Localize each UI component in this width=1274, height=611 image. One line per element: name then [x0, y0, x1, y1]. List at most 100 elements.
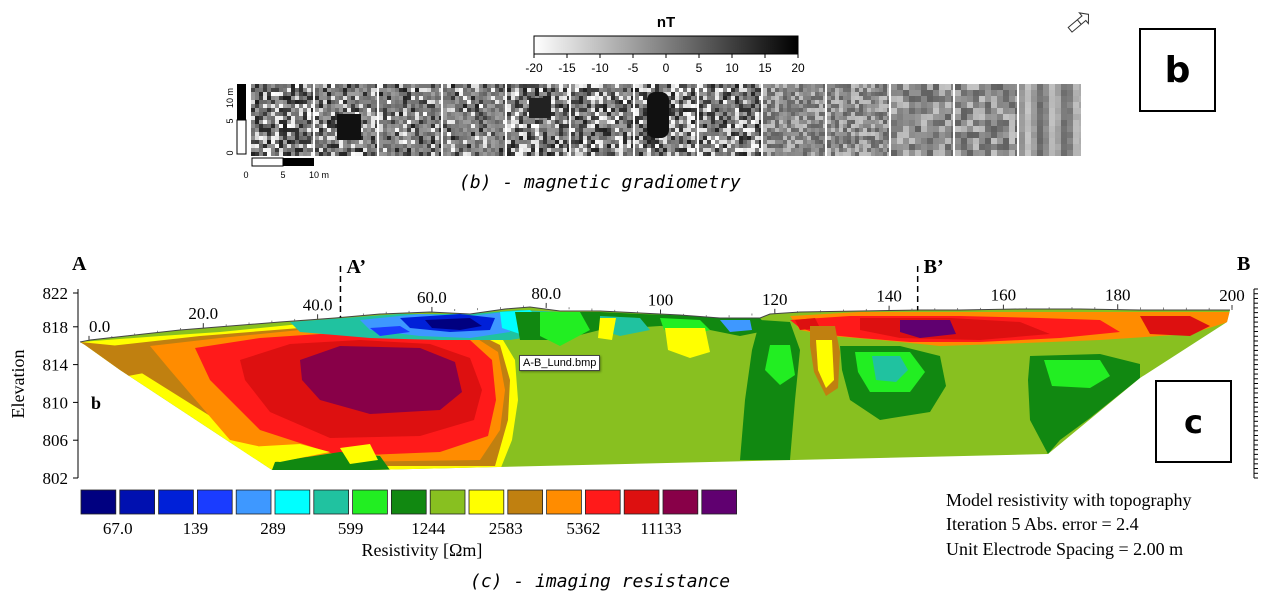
vertical-scale-bar-white — [236, 119, 247, 155]
x-axis-ticks: 0.0 20.0 40.0 60.0 80.0 100 120 140 160 180 200 — [88, 284, 1245, 341]
nt-colorbar-ticks: -20 -15 -10 -5 0 5 10 15 20 — [525, 54, 805, 75]
x-tick-label: 40.0 — [303, 295, 333, 314]
y-tick-label: 822 — [43, 284, 69, 303]
horizontal-scale-bar-white — [251, 157, 284, 167]
horizontal-scale-tick-5: 5 — [280, 170, 285, 180]
profile-markers: A A’ B’ B — [72, 253, 1250, 318]
legend-tick-label: 67.0 — [103, 519, 133, 538]
profile-marker-label: B’ — [924, 256, 944, 278]
y-tick-label: 814 — [43, 356, 69, 375]
legend-swatch — [158, 489, 194, 515]
panel-c-label: c — [1155, 380, 1232, 463]
legend-swatch — [313, 489, 349, 515]
gradiometry-tile — [379, 84, 441, 156]
y-tick-label: 802 — [43, 469, 69, 488]
colorbar-tick-label: -5 — [628, 61, 639, 75]
legend-swatch — [390, 489, 427, 515]
legend-swatch — [623, 489, 660, 515]
profile-marker-label: A’ — [346, 256, 366, 278]
x-tick-label: 60.0 — [417, 288, 447, 307]
colorbar-tick-label: -10 — [591, 61, 609, 75]
y-tick-label: 810 — [43, 393, 69, 412]
image-tooltip: A-B_Lund.bmp — [519, 355, 601, 371]
gradiometry-tile — [955, 84, 1017, 156]
legend-swatch — [507, 489, 543, 515]
gradiometry-tile — [251, 84, 313, 156]
x-tick-label: 160 — [991, 286, 1017, 305]
panel-c-caption: (c) - imaging resistance — [470, 571, 731, 592]
legend-tick-label: 139 — [183, 519, 209, 538]
section-label-b: b — [91, 393, 101, 413]
legend-swatch — [662, 489, 699, 515]
x-tick-label: 140 — [876, 287, 902, 306]
legend-title: Resistivity [Ωm] — [362, 540, 483, 560]
gradiometry-tiles — [251, 84, 1081, 156]
legend-tick-label: 11133 — [640, 519, 681, 538]
colorbar-tick-label: 15 — [758, 61, 772, 75]
gradiometry-tile — [699, 84, 761, 156]
colorbar-tick-label: 0 — [663, 61, 670, 75]
colorbar-tick-label: 10 — [725, 61, 739, 75]
gradiometry-tile — [1019, 84, 1081, 156]
model-info-line-3: Unit Electrode Spacing = 2.00 m — [946, 539, 1184, 559]
colorbar-tick-label: 5 — [696, 61, 703, 75]
gradiometry-tile — [827, 84, 889, 156]
gradiometry-tile — [763, 84, 825, 156]
gradiometry-tile — [571, 84, 633, 156]
legend-tick-label: 2583 — [489, 519, 523, 538]
panel-b: nT -20 -15 -10 -5 0 5 10 15 20 10 m 5 0 0 5 10 m — [225, 12, 1089, 180]
colorbar-unit-label: nT — [657, 14, 675, 31]
legend-tick-label: 289 — [260, 519, 286, 538]
legend-swatch — [274, 489, 311, 515]
gradiometry-tile — [635, 84, 697, 156]
legend-swatch — [119, 489, 156, 515]
north-arrow-icon — [1067, 12, 1089, 33]
x-tick-label: 180 — [1105, 285, 1131, 304]
legend-swatch — [585, 489, 621, 515]
gradiometry-tile — [443, 84, 505, 156]
vertical-scale-bar-black — [237, 84, 246, 120]
resistivity-legend-ticks: 67.0 139 289 599 1244 2583 5362 11133 — [103, 519, 682, 538]
x-tick-label: 0.0 — [89, 317, 110, 336]
gradiometry-tile — [507, 84, 569, 156]
gradiometry-tile — [891, 84, 953, 156]
y-axis-label: Elevation — [8, 350, 28, 419]
y-axis-ticks: 822 818 814 810 806 802 — [43, 284, 78, 488]
x-tick-label: 100 — [648, 291, 674, 310]
vertical-scale-tick-0: 0 — [225, 150, 235, 155]
panel-b-label: b — [1139, 28, 1216, 112]
legend-swatch — [468, 489, 505, 515]
gradiometry-tile — [315, 84, 377, 156]
legend-tick-label: 5362 — [566, 519, 600, 538]
colorbar-tick-label: 20 — [791, 61, 805, 75]
colorbar-tick-label: -15 — [558, 61, 576, 75]
panel-c: 822 818 814 810 806 802 Elevation — [8, 253, 1258, 560]
legend-swatch — [196, 489, 233, 515]
profile-marker-label: A — [72, 253, 87, 275]
x-tick-label: 80.0 — [531, 284, 561, 303]
model-info-line-1: Model resistivity with topography — [946, 490, 1192, 510]
horizontal-scale-tick-10: 10 m — [309, 170, 329, 180]
profile-marker-label: B — [1237, 253, 1250, 275]
legend-swatch — [80, 489, 117, 515]
horizontal-scale-tick-0: 0 — [243, 170, 248, 180]
legend-tick-label: 1244 — [411, 519, 446, 538]
model-info-line-2: Iteration 5 Abs. error = 2.4 — [946, 514, 1139, 534]
right-axis-ticks — [1254, 288, 1258, 479]
x-tick-label: 120 — [762, 290, 788, 309]
colorbar-tick-label: -20 — [525, 61, 543, 75]
legend-swatch — [352, 489, 388, 515]
y-tick-label: 818 — [43, 318, 69, 337]
legend-tick-label: 599 — [338, 519, 364, 538]
x-tick-label: 200 — [1219, 286, 1245, 305]
nt-colorbar — [533, 35, 799, 55]
legend-swatch — [701, 489, 737, 515]
vertical-scale-tick-5: 5 — [225, 118, 235, 123]
resistivity-legend — [80, 489, 737, 515]
panel-b-caption: (b) - magnetic gradiometry — [459, 172, 741, 193]
legend-swatch — [235, 489, 272, 515]
horizontal-scale-bar-black — [283, 158, 314, 166]
x-tick-label: 20.0 — [188, 304, 218, 323]
y-tick-label: 806 — [43, 431, 69, 450]
